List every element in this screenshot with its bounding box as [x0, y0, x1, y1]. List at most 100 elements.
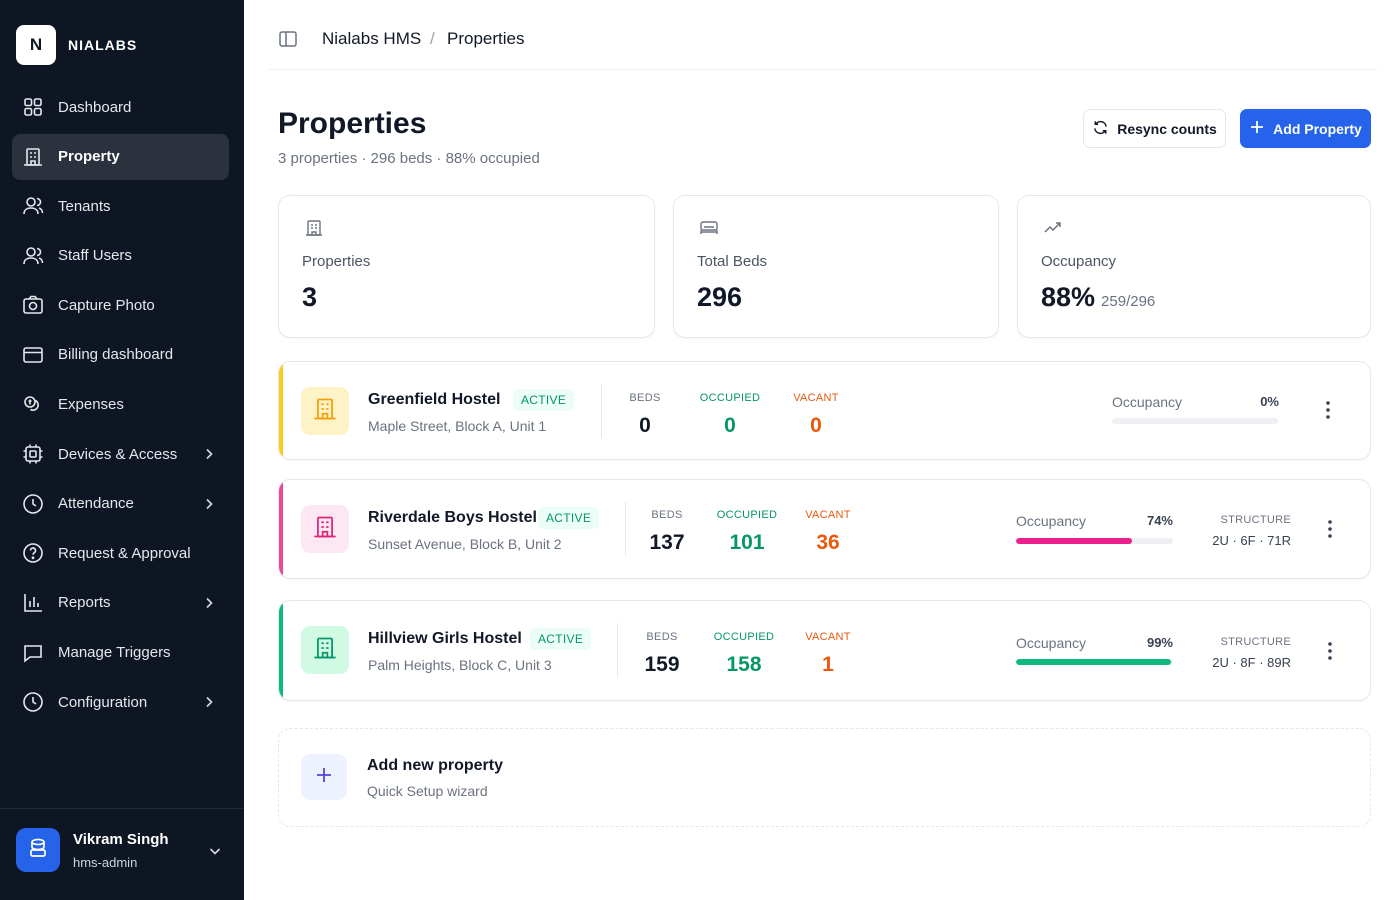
more-options-icon[interactable] [1318, 400, 1338, 420]
sidebar-item-label: Billing dashboard [58, 346, 174, 364]
more-options-icon[interactable] [1320, 519, 1340, 539]
divider [617, 623, 618, 677]
refresh-icon [1092, 119, 1109, 139]
user-group-icon [22, 245, 44, 267]
more-options-icon[interactable] [1320, 641, 1340, 661]
sidebar-item-capture-photo[interactable]: Capture Photo [12, 282, 229, 328]
stat-label: Properties [302, 253, 371, 270]
coins-icon [22, 394, 44, 416]
beds-value: 0 [639, 414, 651, 437]
sidebar-item-devices-access[interactable]: Devices & Access [12, 431, 229, 477]
sidebar-item-label: Dashboard [58, 98, 132, 116]
building-icon [312, 514, 338, 545]
occupied-stat: OCCUPIED 0 [697, 392, 763, 438]
card-accent [279, 362, 283, 459]
sidebar: N NIALABS Dashboard Property Tenants S [0, 0, 244, 900]
question-circle-icon [22, 542, 44, 564]
users-icon [22, 195, 44, 217]
sidebar-toggle-icon[interactable] [278, 29, 298, 49]
occupancy-label: Occupancy [1016, 635, 1087, 651]
stat-card-total-beds: Total Beds 296 [673, 195, 999, 338]
occupancy-percent: 0% [1260, 394, 1279, 409]
chevron-right-icon [201, 496, 217, 512]
occupied-value: 101 [729, 531, 765, 554]
sidebar-item-label: Configuration [58, 693, 148, 711]
breadcrumb-current: Properties [447, 29, 525, 48]
sidebar-item-label: Request & Approval [58, 544, 191, 562]
breadcrumb-separator: / [430, 29, 435, 48]
property-card-greenfield[interactable]: Greenfield Hostel ACTIVE Maple Street, B… [278, 361, 1371, 460]
sidebar-item-label: Staff Users [58, 247, 132, 265]
topbar: Nialabs HMS / Properties [268, 0, 1378, 70]
beds-stat: BEDS 0 [624, 392, 666, 438]
user-name: Vikram Singh [73, 831, 169, 848]
sidebar-item-billing-dashboard[interactable]: Billing dashboard [12, 332, 229, 378]
sidebar-item-label: Attendance [58, 495, 134, 513]
sidebar-item-label: Devices & Access [58, 445, 178, 463]
vacant-value: 0 [810, 414, 822, 437]
user-menu[interactable]: Vikram Singh hms-admin [0, 808, 244, 900]
card-accent [279, 601, 283, 700]
camera-icon [22, 294, 44, 316]
property-name: Riverdale Boys Hostel [368, 509, 537, 526]
sidebar-item-tenants[interactable]: Tenants [12, 183, 229, 229]
beds-value: 159 [644, 653, 680, 676]
occupied-label: OCCUPIED [716, 509, 778, 521]
brand[interactable]: N NIALABS [16, 25, 137, 65]
sidebar-item-reports[interactable]: Reports [12, 580, 229, 626]
building-icon [312, 396, 338, 427]
stat-value: 88% 259/296 [1041, 282, 1155, 313]
sidebar-item-configuration[interactable]: Configuration [12, 679, 229, 725]
sidebar-item-attendance[interactable]: Attendance [12, 481, 229, 527]
resync-counts-button[interactable]: Resync counts [1083, 109, 1226, 148]
sidebar-item-request-approval[interactable]: Request & Approval [12, 530, 229, 576]
sidebar-item-expenses[interactable]: Expenses [12, 382, 229, 428]
beds-label: BEDS [651, 509, 683, 521]
vacant-stat: VACANT 36 [801, 509, 855, 555]
status-badge: ACTIVE [513, 389, 575, 411]
stat-value: 296 [697, 282, 743, 312]
occupancy-bar [1016, 659, 1173, 665]
brand-name: NIALABS [68, 37, 138, 53]
stat-value: 3 [302, 282, 318, 312]
clock-icon [22, 493, 44, 515]
occupancy-label: Occupancy [1112, 394, 1183, 410]
sidebar-item-dashboard[interactable]: Dashboard [12, 84, 229, 130]
chevron-right-icon [201, 694, 217, 710]
card-accent [279, 480, 283, 578]
property-address: Sunset Avenue, Block B, Unit 2 [368, 536, 562, 552]
vacant-label: VACANT [805, 631, 851, 643]
beds-value: 137 [649, 531, 685, 554]
property-address: Maple Street, Block A, Unit 1 [368, 418, 547, 434]
chevron-down-icon[interactable] [207, 843, 223, 859]
occupancy-label: Occupancy [1016, 513, 1087, 529]
breadcrumb-root[interactable]: Nialabs HMS [322, 29, 422, 48]
sidebar-item-staff-users[interactable]: Staff Users [12, 233, 229, 279]
resync-counts-label: Resync counts [1117, 120, 1217, 137]
property-name: Greenfield Hostel [368, 391, 501, 408]
structure-label: STRUCTURE [1220, 636, 1291, 648]
sidebar-item-label: Reports [58, 594, 111, 612]
plus-icon [1249, 119, 1265, 138]
sidebar-item-manage-triggers[interactable]: Manage Triggers [12, 630, 229, 676]
structure-value: 2U · 6F · 71R [1212, 533, 1291, 548]
vacant-label: VACANT [793, 392, 839, 404]
property-card-hillview[interactable]: Hillview Girls Hostel ACTIVE Palm Height… [278, 600, 1371, 701]
sidebar-item-label: Capture Photo [58, 296, 155, 314]
add-new-property-card[interactable]: Add new property Quick Setup wizard [278, 728, 1371, 827]
avatar [16, 828, 60, 872]
clock-settings-icon [22, 691, 44, 713]
occupancy-bar [1016, 538, 1173, 544]
trending-up-icon [1042, 217, 1064, 239]
building-icon [303, 217, 325, 239]
sidebar-item-property[interactable]: Property [12, 133, 229, 180]
occupied-stat: OCCUPIED 158 [711, 631, 777, 677]
sidebar-nav: Dashboard Property Tenants Staff Users C… [12, 84, 229, 729]
user-role: hms-admin [73, 855, 138, 870]
divider [625, 502, 626, 556]
structure-value: 2U · 8F · 89R [1212, 655, 1291, 670]
occupancy-percent: 99% [1146, 635, 1173, 650]
add-property-button[interactable]: Add Property [1240, 109, 1371, 148]
property-icon [301, 626, 349, 674]
property-card-riverdale[interactable]: Riverdale Boys Hostel ACTIVE Sunset Aven… [278, 479, 1371, 579]
